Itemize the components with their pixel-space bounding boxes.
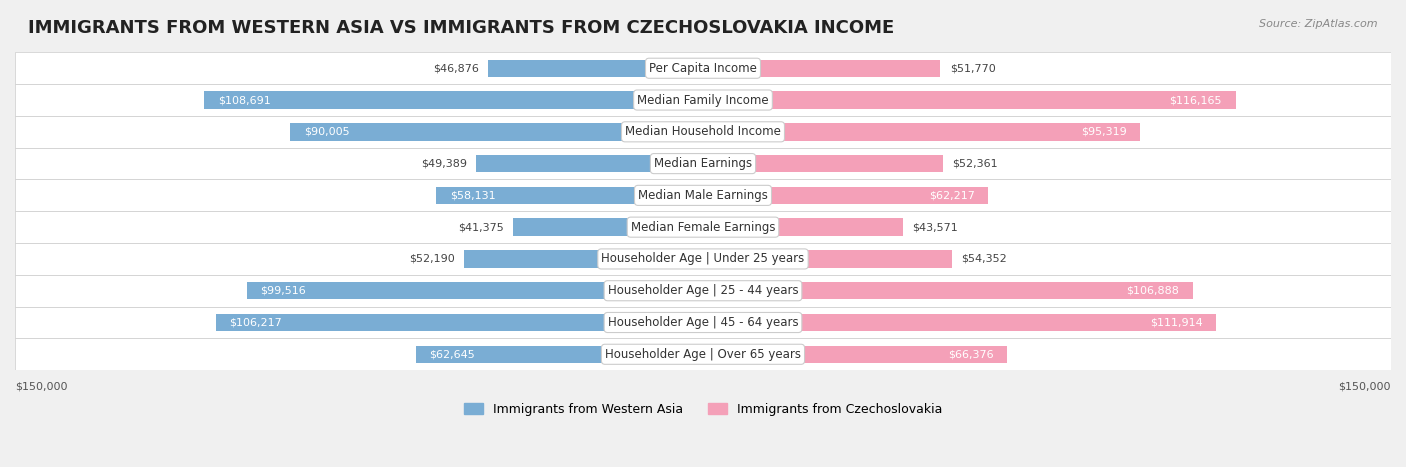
Bar (416, 346, 703, 363)
Bar (246, 282, 703, 299)
Bar (15, 211, 1391, 243)
Bar (15, 275, 1391, 307)
Text: $52,190: $52,190 (409, 254, 454, 264)
Text: $99,516: $99,516 (260, 286, 307, 296)
Text: $106,217: $106,217 (229, 318, 283, 327)
Text: Median Household Income: Median Household Income (626, 125, 780, 138)
Bar (513, 219, 703, 236)
Bar (204, 91, 703, 109)
Bar (703, 314, 1216, 331)
Text: $41,375: $41,375 (458, 222, 505, 232)
Text: Householder Age | Under 25 years: Householder Age | Under 25 years (602, 253, 804, 265)
Bar (15, 116, 1391, 148)
Text: $150,000: $150,000 (15, 381, 67, 391)
Text: Median Female Earnings: Median Female Earnings (631, 221, 775, 234)
Text: $62,645: $62,645 (429, 349, 475, 359)
Bar (15, 84, 1391, 116)
Text: $52,361: $52,361 (952, 159, 998, 169)
Text: $111,914: $111,914 (1150, 318, 1202, 327)
Text: $150,000: $150,000 (1339, 381, 1391, 391)
Text: $66,376: $66,376 (948, 349, 994, 359)
Bar (488, 59, 703, 77)
Bar (215, 314, 703, 331)
Bar (703, 123, 1140, 141)
Text: Householder Age | Over 65 years: Householder Age | Over 65 years (605, 348, 801, 361)
Text: Householder Age | 25 - 44 years: Householder Age | 25 - 44 years (607, 284, 799, 297)
Text: $90,005: $90,005 (304, 127, 350, 137)
Text: $62,217: $62,217 (929, 191, 974, 200)
Bar (703, 59, 941, 77)
Legend: Immigrants from Western Asia, Immigrants from Czechoslovakia: Immigrants from Western Asia, Immigrants… (458, 398, 948, 421)
Bar (703, 91, 1236, 109)
Text: Per Capita Income: Per Capita Income (650, 62, 756, 75)
Text: $106,888: $106,888 (1126, 286, 1180, 296)
Text: Median Male Earnings: Median Male Earnings (638, 189, 768, 202)
Bar (703, 155, 943, 172)
Text: $116,165: $116,165 (1170, 95, 1222, 105)
Bar (15, 243, 1391, 275)
Bar (703, 282, 1194, 299)
Bar (290, 123, 703, 141)
Bar (436, 187, 703, 204)
Text: $46,876: $46,876 (433, 63, 479, 73)
Text: $95,319: $95,319 (1081, 127, 1126, 137)
Bar (477, 155, 703, 172)
Text: Median Family Income: Median Family Income (637, 93, 769, 106)
Text: $58,131: $58,131 (450, 191, 496, 200)
Text: IMMIGRANTS FROM WESTERN ASIA VS IMMIGRANTS FROM CZECHOSLOVAKIA INCOME: IMMIGRANTS FROM WESTERN ASIA VS IMMIGRAN… (28, 19, 894, 37)
Bar (703, 187, 988, 204)
Bar (703, 346, 1008, 363)
Bar (703, 219, 903, 236)
Text: $43,571: $43,571 (912, 222, 957, 232)
Text: $49,389: $49,389 (422, 159, 467, 169)
Text: $51,770: $51,770 (949, 63, 995, 73)
Bar (15, 339, 1391, 370)
Bar (15, 52, 1391, 84)
Text: Householder Age | 45 - 64 years: Householder Age | 45 - 64 years (607, 316, 799, 329)
Bar (15, 148, 1391, 179)
Text: $54,352: $54,352 (962, 254, 1007, 264)
Bar (703, 250, 952, 268)
Bar (464, 250, 703, 268)
Bar (15, 179, 1391, 211)
Text: Source: ZipAtlas.com: Source: ZipAtlas.com (1260, 19, 1378, 28)
Bar (15, 307, 1391, 339)
Text: Median Earnings: Median Earnings (654, 157, 752, 170)
Text: $108,691: $108,691 (218, 95, 271, 105)
